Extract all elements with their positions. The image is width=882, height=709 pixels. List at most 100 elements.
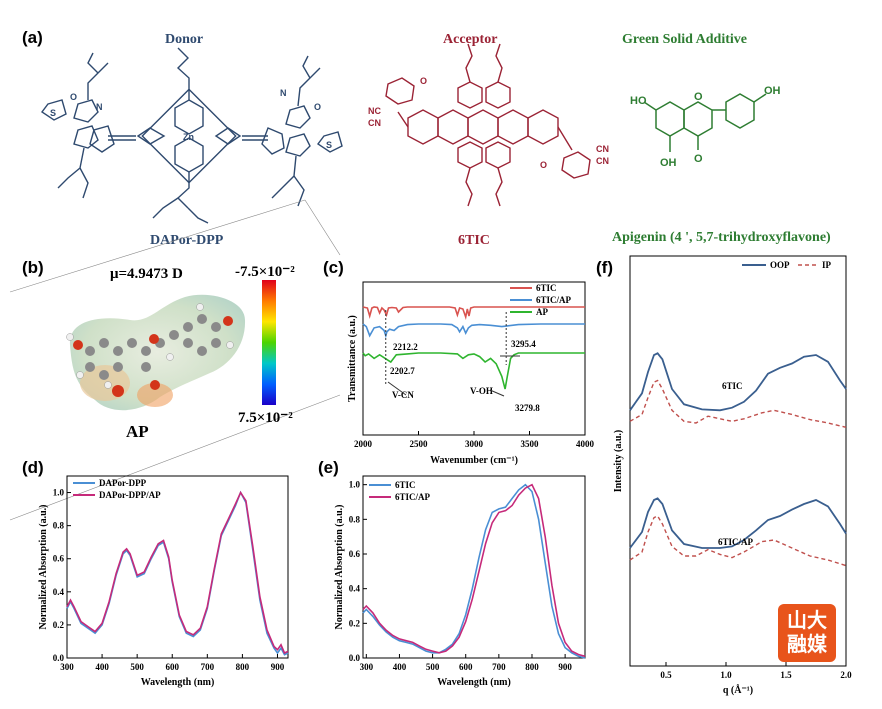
chart-e-xlabel: Wavelength (nm) (437, 677, 511, 688)
chart-f-xtick-label: 1.5 (780, 670, 792, 680)
chart-c-ylabel: Transmittance (a.u.) (347, 315, 358, 402)
chart-d-xtick-label: 800 (236, 662, 250, 672)
donor-n-label-2: N (280, 88, 287, 98)
donor-n-label: N (96, 102, 103, 112)
chart-e-xtick-label: 600 (459, 662, 473, 672)
series-line-6tic-ap-ip (629, 515, 847, 567)
additive-o-label: O (694, 153, 703, 165)
chart-d-legend-label: DAPor-DPP (99, 478, 147, 488)
chart-e-ytick-label: 0.0 (349, 653, 361, 663)
chart-c-arrow-oh (489, 389, 505, 397)
chart-d-xtick-label: 900 (271, 662, 285, 672)
chart-d-ylabel: Normalized Absorption (a.u.) (38, 505, 49, 630)
additive-name: Apigenin (4 ', 5,7-trihydroxyflavone) (612, 230, 831, 245)
chart-e-frame (362, 475, 586, 659)
chart-e-ytick-label: 0.6 (349, 549, 361, 559)
chart-c-annot-3295: 3295.4 (511, 339, 536, 349)
chart-c-legend-label: 6TIC (536, 283, 557, 293)
series-line-6tic-ap (362, 323, 585, 339)
donor-o-label: O (70, 92, 77, 102)
scale-top-label: -7.5×10⁻² (235, 264, 295, 280)
panel-label-f: (f) (596, 258, 613, 277)
additive-structure: HO OH O O OH (630, 85, 781, 169)
chart-c-legend-label: AP (536, 307, 548, 317)
chart-d-xtick-label: 600 (165, 662, 179, 672)
chart-e-ytick-label: 1.0 (349, 480, 361, 490)
media-logo: 山大 融媒 (778, 604, 836, 662)
series-line-6tic (362, 306, 585, 321)
panel-label-e: (e) (318, 458, 339, 477)
chart-e-ytick-label: 0.8 (349, 514, 361, 524)
chart-f-xtick-label: 2.0 (840, 670, 852, 680)
zn-atom-label: Zn (183, 132, 194, 142)
acceptor-title: Acceptor (443, 32, 498, 47)
chart-e-ytick-label: 0.4 (349, 584, 361, 594)
chart-c-annot-2202: 2202.7 (390, 366, 415, 376)
chart-c-annot-vcn: V-CN (392, 390, 414, 400)
chart-f-annot-6tic-ap: 6TIC/AP (718, 537, 754, 547)
chart-c-annot-3279: 3279.8 (515, 403, 540, 413)
chart-c-legend-label: 6TIC/AP (536, 295, 572, 305)
chart-c-annot-2212: 2212.2 (393, 342, 418, 352)
panel-label-d: (d) (22, 458, 44, 477)
acceptor-cn-label-3: CN (596, 156, 609, 166)
series-line-ap (362, 352, 585, 390)
esp-surface-map (66, 294, 246, 411)
series-line-6tic-ap (362, 483, 586, 658)
chart-d-frame (66, 475, 289, 659)
additive-oh-label-2: OH (764, 85, 781, 97)
esp-color-scale (262, 280, 276, 405)
additive-title: Green Solid Additive (622, 32, 747, 47)
chart-f-xtick-label: 0.5 (660, 670, 672, 680)
donor-o-label-2: O (314, 102, 321, 112)
chart-e-xtick-label: 500 (426, 662, 440, 672)
chart-c-xlabel: Wavenumber (cm⁻¹) (430, 455, 518, 466)
panel-label-b: (b) (22, 258, 44, 277)
donor-title: Donor (165, 32, 204, 47)
chart-f-xtick-label: 1.0 (720, 670, 732, 680)
additive-oh-label: OH (660, 157, 677, 169)
acceptor-structure: NC CN CN CN O O (368, 43, 609, 207)
chart-c-xtick-label: 2000 (354, 439, 373, 449)
chart-d-ytick-label: 0.0 (53, 653, 65, 663)
panel-label-c: (c) (323, 258, 344, 277)
chart-f-legend-label-ip: IP (822, 260, 832, 270)
acceptor-o-label-2: O (540, 160, 547, 170)
series-line-6tic-ap-oop (629, 497, 847, 549)
dipole-moment: μ=4.9473 D (110, 266, 183, 282)
additive-ho-label: HO (630, 95, 647, 107)
chart-e-ytick-label: 0.2 (349, 618, 361, 628)
chart-d-xtick-label: 400 (95, 662, 109, 672)
chart-d-ytick-label: 0.4 (53, 587, 65, 597)
chart-e-xtick-label: 900 (558, 662, 572, 672)
chart-c-xtick-label: 2500 (410, 439, 429, 449)
chart-d-ytick-label: 1.0 (53, 488, 65, 498)
scale-bottom-label: 7.5×10⁻² (238, 410, 293, 426)
chart-f-frame (629, 255, 847, 667)
acceptor-o-label: O (420, 76, 427, 86)
donor-structure: Zn N O N O S S (40, 47, 343, 224)
chart-e-xtick-label: 700 (492, 662, 506, 672)
chart-e-xtick-label: 800 (525, 662, 539, 672)
series-line-6tic-ip (629, 379, 847, 428)
chart-c-annot-voh: V-OH (470, 386, 493, 396)
chart-d-ytick-label: 0.8 (53, 521, 65, 531)
donor-s-label: S (50, 108, 56, 118)
series-line-dapor-dpp-ap (66, 490, 289, 655)
chart-f-legend-label-oop: OOP (770, 260, 790, 270)
donor-s-label-2: S (326, 140, 332, 150)
chart-d-ytick-label: 0.2 (53, 620, 65, 630)
chart-d-ytick-label: 0.6 (53, 554, 65, 564)
chart-e-legend-label: 6TIC/AP (395, 492, 431, 502)
logo-line-2: 融媒 (787, 632, 827, 656)
molecule-label: AP (126, 422, 149, 441)
chart-d-xtick-label: 300 (60, 662, 74, 672)
chart-c-xtick-label: 3500 (521, 439, 540, 449)
chart-c-xtick-label: 3000 (465, 439, 484, 449)
chart-c-xtick-label: 4000 (576, 439, 595, 449)
chart-f-ylabel: Intensity (a.u.) (613, 430, 624, 493)
